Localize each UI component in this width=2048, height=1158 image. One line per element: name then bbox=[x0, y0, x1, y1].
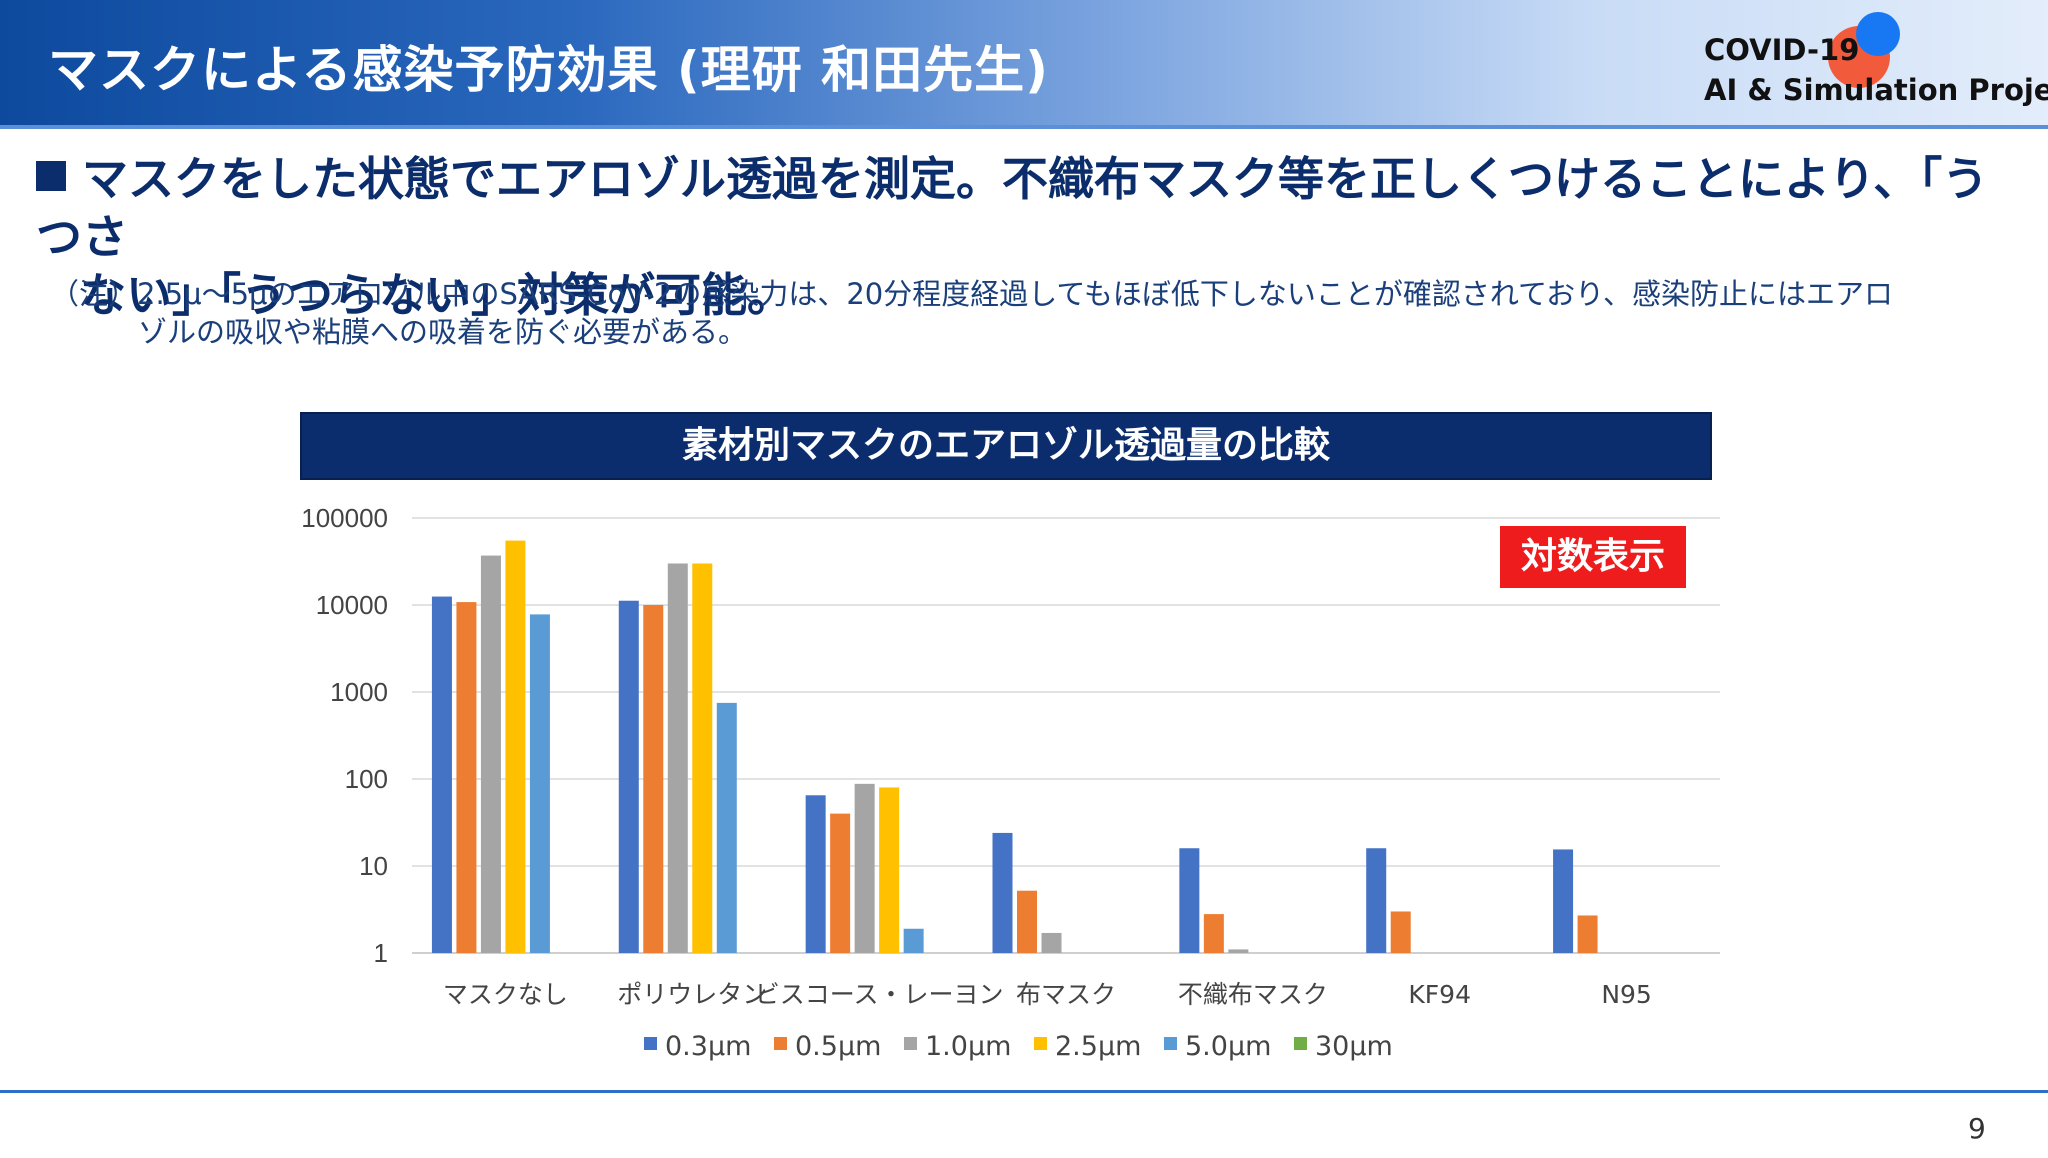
project-brand: COVID-19 AI & Simulation Project bbox=[1704, 30, 2048, 110]
y-tick-label: 1000 bbox=[330, 677, 388, 707]
bar bbox=[1228, 949, 1249, 953]
bar bbox=[1017, 890, 1037, 953]
bar bbox=[692, 563, 713, 953]
legend-swatch bbox=[1294, 1037, 1307, 1050]
y-tick-label: 100 bbox=[345, 764, 388, 794]
x-category-label: 不織布マスク bbox=[1178, 980, 1328, 1009]
bar bbox=[805, 795, 826, 953]
y-tick-label: 1 bbox=[374, 938, 388, 968]
chart-title: 素材別マスクのエアロゾル透過量の比較 bbox=[300, 412, 1712, 480]
bar bbox=[456, 602, 477, 953]
x-category-label: N95 bbox=[1601, 980, 1652, 1009]
square-bullet-icon bbox=[36, 161, 66, 191]
y-tick-label: 10000 bbox=[316, 590, 388, 620]
legend-swatch bbox=[774, 1037, 787, 1050]
legend-label: 1.0μm bbox=[925, 1031, 1011, 1062]
legend-swatch bbox=[904, 1037, 917, 1050]
page-number: 9 bbox=[1968, 1112, 1986, 1145]
x-category-label: ビスコース・レーヨン bbox=[755, 980, 1004, 1009]
bar bbox=[618, 600, 639, 953]
logo-blue-circle bbox=[1856, 12, 1900, 56]
bar bbox=[830, 813, 851, 953]
brand-line-2: AI & Simulation Project bbox=[1704, 73, 2048, 107]
legend-swatch bbox=[1034, 1037, 1047, 1050]
bar bbox=[1390, 911, 1411, 953]
legend-label: 5.0μm bbox=[1185, 1031, 1271, 1062]
bar bbox=[431, 596, 452, 953]
bar bbox=[1553, 849, 1574, 953]
brand-line-1: COVID-19 bbox=[1704, 33, 1860, 67]
bar bbox=[529, 614, 550, 953]
footnote: （注）2.5μ～5μのエアロゾル中のSARS-CoV-2の感染力は、20分程度経… bbox=[50, 275, 1990, 351]
x-category-label: マスクなし bbox=[443, 980, 568, 1009]
legend-label: 0.3μm bbox=[665, 1031, 751, 1062]
bar bbox=[716, 702, 737, 953]
legend-swatch bbox=[644, 1037, 657, 1050]
headline: マスクをした状態でエアロゾル透過を測定。不織布マスク等を正しくつけることにより、… bbox=[36, 150, 1996, 324]
bar bbox=[1366, 848, 1387, 953]
bar bbox=[1041, 932, 1062, 953]
bar bbox=[903, 928, 924, 953]
log-scale-badge: 対数表示 bbox=[1500, 526, 1686, 588]
bar bbox=[505, 540, 526, 953]
x-category-label: KF94 bbox=[1408, 980, 1471, 1009]
legend-label: 2.5μm bbox=[1055, 1031, 1141, 1062]
legend-label: 0.5μm bbox=[795, 1031, 881, 1062]
headline-line-1: マスクをした状態でエアロゾル透過を測定。不織布マスク等を正しくつけることにより、… bbox=[36, 152, 1989, 264]
legend-swatch bbox=[1164, 1037, 1177, 1050]
bar bbox=[1179, 848, 1200, 953]
x-category-label: 布マスク bbox=[1016, 980, 1116, 1009]
headline-line-2: ない」「うつらない」対策が可能。 bbox=[80, 268, 793, 322]
footnote-line-2: ゾルの吸収や粘膜への吸着を防ぐ必要がある。 bbox=[138, 315, 748, 349]
footnote-line-1: （注）2.5μ～5μのエアロゾル中のSARS-CoV-2の感染力は、20分程度経… bbox=[50, 277, 1894, 311]
bar bbox=[854, 783, 875, 953]
project-logo bbox=[1828, 12, 1908, 92]
bar bbox=[643, 605, 664, 953]
y-tick-label: 10 bbox=[359, 851, 388, 881]
bar bbox=[667, 563, 688, 953]
legend-label: 30μm bbox=[1315, 1031, 1393, 1062]
bar bbox=[1203, 914, 1224, 953]
bar bbox=[879, 787, 900, 953]
y-tick-label: 100000 bbox=[301, 503, 388, 533]
x-category-label: ポリウレタン bbox=[617, 980, 767, 1009]
slide-header: マスクによる感染予防効果 (理研 和田先生) COVID-19 AI & Sim… bbox=[0, 0, 2048, 129]
bar bbox=[480, 555, 501, 953]
bar bbox=[1577, 915, 1598, 953]
footer-divider bbox=[0, 1090, 2048, 1093]
slide-title: マスクによる感染予防効果 (理研 和田先生) bbox=[48, 41, 1050, 99]
bar bbox=[992, 832, 1013, 953]
